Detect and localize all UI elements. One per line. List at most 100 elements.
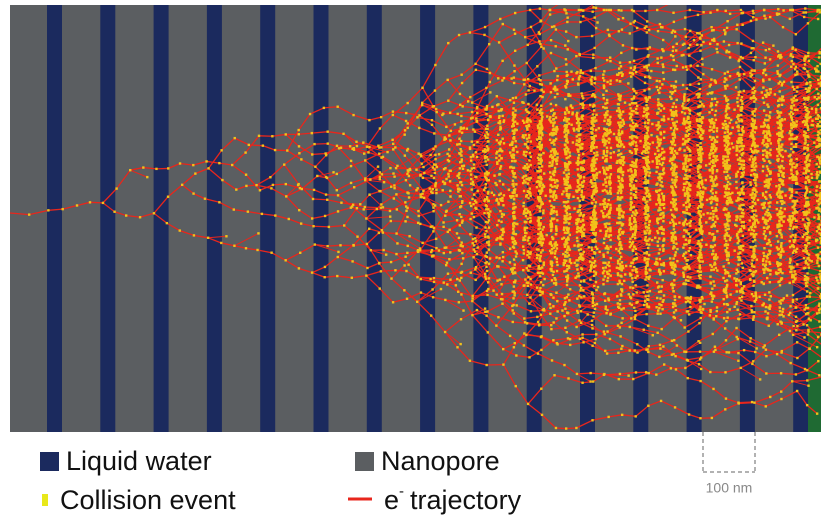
collision-event <box>539 294 541 296</box>
collision-event <box>539 141 541 143</box>
collision-event <box>407 122 409 124</box>
collision-event <box>445 210 447 212</box>
collision-event <box>501 197 503 199</box>
collision-event <box>255 184 257 186</box>
collision-event <box>554 139 556 141</box>
collision-event <box>422 166 424 168</box>
collision-event <box>312 198 314 200</box>
collision-event <box>351 148 353 150</box>
collision-event <box>515 385 517 387</box>
collision-event <box>516 122 518 124</box>
collision-event <box>529 187 531 189</box>
collision-event <box>390 261 392 263</box>
collision-event <box>442 180 444 182</box>
collision-event <box>435 192 437 194</box>
collision-event <box>420 196 422 198</box>
collision-event <box>435 111 437 113</box>
collision-event <box>342 133 344 135</box>
collision-event <box>364 177 366 179</box>
collision-event <box>523 151 525 153</box>
collision-event <box>500 157 502 159</box>
collision-event <box>456 346 458 348</box>
collision-event <box>514 109 516 111</box>
collision-event <box>469 96 471 98</box>
collision-event <box>258 135 260 137</box>
collision-event <box>550 121 552 123</box>
collision-event <box>537 176 539 178</box>
collision-event <box>529 214 531 216</box>
collision-event <box>525 93 527 95</box>
collision-event <box>234 137 236 139</box>
collision-event <box>395 232 397 234</box>
collision-event <box>524 36 526 38</box>
collision-event <box>511 191 513 193</box>
collision-event <box>529 296 531 298</box>
collision-event <box>487 119 489 121</box>
collision-event <box>499 167 501 169</box>
collision-event <box>527 250 529 252</box>
collision-event <box>396 208 398 210</box>
collision-event <box>326 245 328 247</box>
collision-event <box>470 205 472 207</box>
collision-event <box>167 196 169 198</box>
collision-event <box>380 156 382 158</box>
collision-event <box>484 307 486 309</box>
collision-event <box>555 228 557 230</box>
collision-event <box>298 209 300 211</box>
collision-event <box>434 145 436 147</box>
collision-event <box>527 103 529 105</box>
collision-event <box>513 157 515 159</box>
collision-event <box>404 220 406 222</box>
collision-event <box>416 116 418 118</box>
collision-event <box>406 216 408 218</box>
collision-event <box>552 274 554 276</box>
collision-event <box>553 282 555 284</box>
collision-event <box>499 18 501 20</box>
collision-event <box>489 115 491 117</box>
collision-event <box>475 117 477 119</box>
collision-event <box>536 108 538 110</box>
collision-event <box>491 192 493 194</box>
collision-event <box>513 64 515 66</box>
collision-event <box>513 211 515 213</box>
collision-event <box>546 115 548 117</box>
collision-event <box>556 156 558 158</box>
collision-event <box>461 165 463 167</box>
collision-event <box>492 289 494 291</box>
collision-event <box>324 215 326 217</box>
collision-event <box>572 141 574 143</box>
collision-event <box>484 236 486 238</box>
collision-event <box>526 137 528 139</box>
collision-event <box>539 20 541 22</box>
collision-event <box>541 165 543 167</box>
collision-event <box>433 281 435 283</box>
collision-event <box>496 265 498 267</box>
collision-event <box>366 146 368 148</box>
collision-event <box>416 301 418 303</box>
collision-event <box>554 171 556 173</box>
collision-event <box>325 193 327 195</box>
collision-event <box>417 222 419 224</box>
collision-event <box>458 213 460 215</box>
collision-event <box>474 130 476 132</box>
collision-event <box>556 128 558 130</box>
collision-event <box>487 200 489 202</box>
collision-event <box>551 164 553 166</box>
collision-event <box>524 134 526 136</box>
collision-event <box>205 160 207 162</box>
collision-event <box>442 112 444 114</box>
collision-event <box>488 216 490 218</box>
collision-event <box>474 268 476 270</box>
collision-event <box>431 249 433 251</box>
collision-event <box>500 165 502 167</box>
collision-event <box>433 163 435 165</box>
collision-event <box>430 226 432 228</box>
collision-event <box>498 159 500 161</box>
collision-event <box>514 12 516 14</box>
collision-event <box>539 206 541 208</box>
collision-event <box>298 152 300 154</box>
collision-event <box>458 138 460 140</box>
collision-event <box>459 148 461 150</box>
collision-event <box>539 210 541 212</box>
collision-event <box>540 46 542 48</box>
